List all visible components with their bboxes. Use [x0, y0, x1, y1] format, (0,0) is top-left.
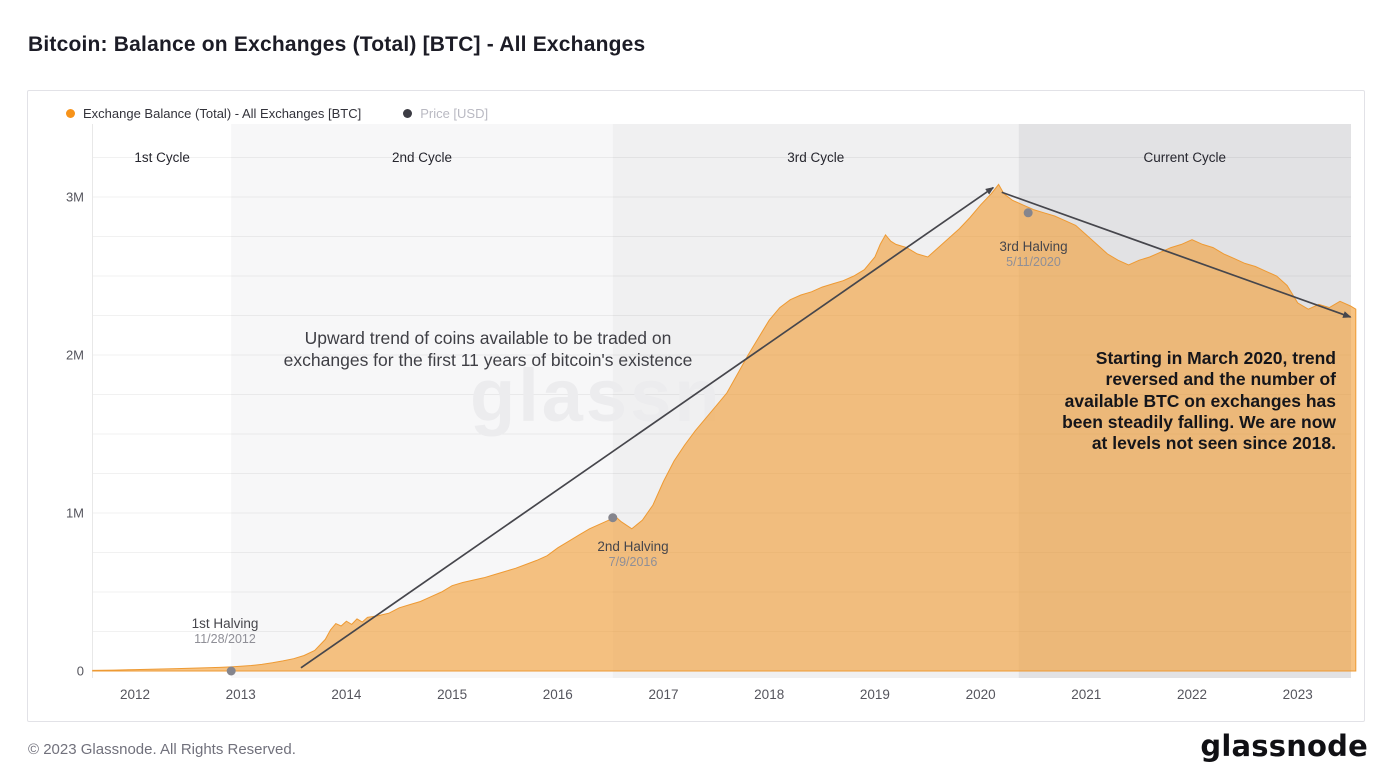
halving-3-label: 3rd Halving [999, 239, 1068, 254]
legend-item-label: Exchange Balance (Total) - All Exchanges… [83, 106, 362, 121]
svg-text:2023: 2023 [1283, 687, 1313, 702]
halving-3-date: 5/11/2020 [1006, 255, 1061, 269]
trend-reversal-annotation: Starting in March 2020, trend reversed a… [1062, 348, 1336, 454]
svg-text:1M: 1M [66, 506, 84, 521]
halving-2-date: 7/9/2016 [608, 555, 658, 569]
svg-text:2M: 2M [66, 348, 84, 363]
svg-text:2015: 2015 [437, 687, 467, 702]
svg-text:2018: 2018 [754, 687, 784, 702]
svg-text:2017: 2017 [648, 687, 678, 702]
legend-item-label: Price [USD] [420, 106, 489, 121]
glassnode-watermark: glassn [470, 354, 722, 437]
svg-text:2021: 2021 [1071, 687, 1101, 702]
halving-1-date: 11/28/2012 [194, 632, 256, 646]
exchange-balance-series-dot-icon [66, 109, 75, 118]
svg-text:2012: 2012 [120, 687, 150, 702]
svg-text:1st Cycle: 1st Cycle [134, 150, 190, 165]
halving-3-annotation: 3rd Halving 5/11/2020 [961, 239, 1106, 269]
copyright-text: © 2023 Glassnode. All Rights Reserved. [28, 741, 296, 758]
halving-2-annotation: 2nd Halving 7/9/2016 [563, 539, 703, 569]
glassnode-logo[interactable]: glassnode [1200, 729, 1368, 763]
chart-card: Exchange Balance (Total) - All Exchanges… [27, 90, 1365, 722]
svg-text:Current Cycle: Current Cycle [1144, 150, 1227, 165]
halving-1-annotation: 1st Halving 11/28/2012 [155, 616, 295, 646]
page-title: Bitcoin: Balance on Exchanges (Total) [B… [28, 33, 646, 56]
halving-1-label: 1st Halving [191, 616, 259, 631]
chart-legend: Exchange Balance (Total) - All Exchanges… [66, 106, 488, 121]
legend-item-exchange-balance[interactable]: Exchange Balance (Total) - All Exchanges… [66, 106, 361, 121]
svg-text:2020: 2020 [966, 687, 996, 702]
price-series-dot-icon [403, 109, 413, 118]
svg-text:2nd Cycle: 2nd Cycle [392, 150, 452, 165]
svg-text:2014: 2014 [331, 687, 362, 702]
svg-text:0: 0 [77, 664, 84, 679]
svg-text:3rd Cycle: 3rd Cycle [787, 150, 844, 165]
halving-2-label: 2nd Halving [597, 539, 669, 554]
balance-area-chart[interactable]: 1st Cycle 2nd Cycle 3rd Cycle Current Cycle… [28, 91, 1366, 721]
svg-text:2013: 2013 [226, 687, 256, 702]
svg-text:3M: 3M [66, 190, 84, 205]
upward-trend-annotation: Upward trend of coins available to be tr… [283, 328, 693, 371]
svg-text:2019: 2019 [860, 687, 890, 702]
svg-text:2022: 2022 [1177, 687, 1207, 702]
legend-item-price-usd[interactable]: Price [USD] [403, 106, 488, 121]
svg-text:2016: 2016 [543, 687, 573, 702]
